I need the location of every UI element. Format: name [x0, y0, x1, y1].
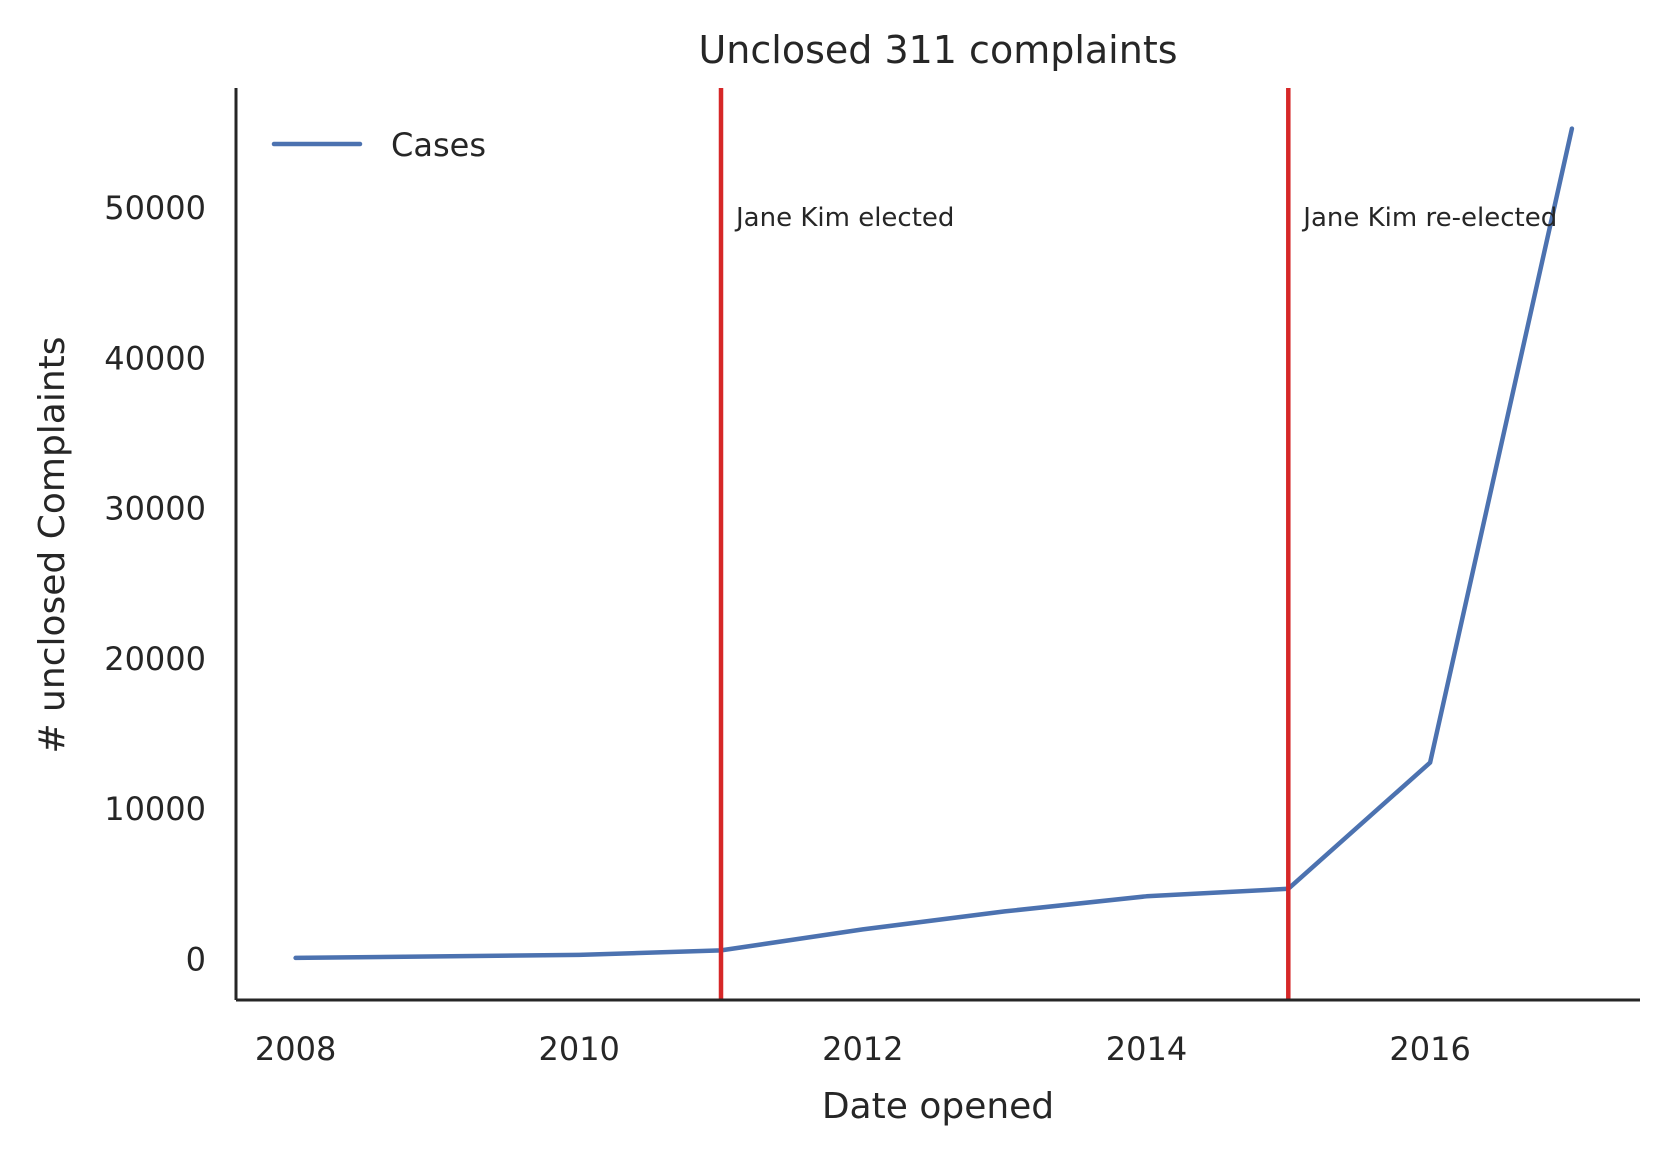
- annotation-elected: Jane Kim elected: [734, 203, 954, 233]
- x-axis-label: Date opened: [822, 1086, 1054, 1127]
- y-axis-ticks: 0 10000 20000 30000 40000 50000: [104, 189, 206, 978]
- chart-title: Unclosed 311 complaints: [698, 28, 1177, 72]
- x-tick-label: 2012: [822, 1030, 903, 1068]
- y-tick-label: 30000: [104, 490, 206, 528]
- y-tick-label: 20000: [104, 640, 206, 678]
- y-tick-label: 40000: [104, 339, 206, 377]
- y-axis-label: # unclosed Complaints: [32, 336, 73, 753]
- x-tick-label: 2016: [1389, 1030, 1470, 1068]
- annotation-re-elected: Jane Kim re-elected: [1301, 203, 1557, 233]
- x-tick-label: 2008: [255, 1030, 336, 1068]
- series-line-cases: [293, 126, 1575, 961]
- legend: Cases: [271, 126, 486, 164]
- x-tick-label: 2014: [1106, 1030, 1187, 1068]
- x-axis-ticks: 2008 2010 2012 2014 2016: [255, 1030, 1471, 1068]
- y-tick-label: 0: [186, 940, 206, 978]
- y-tick-label: 10000: [104, 790, 206, 828]
- legend-label-cases: Cases: [391, 126, 486, 164]
- x-tick-label: 2010: [538, 1030, 619, 1068]
- plot-area: Jane Kim elected Jane Kim re-elected: [293, 88, 1575, 1000]
- y-tick-label: 50000: [104, 189, 206, 227]
